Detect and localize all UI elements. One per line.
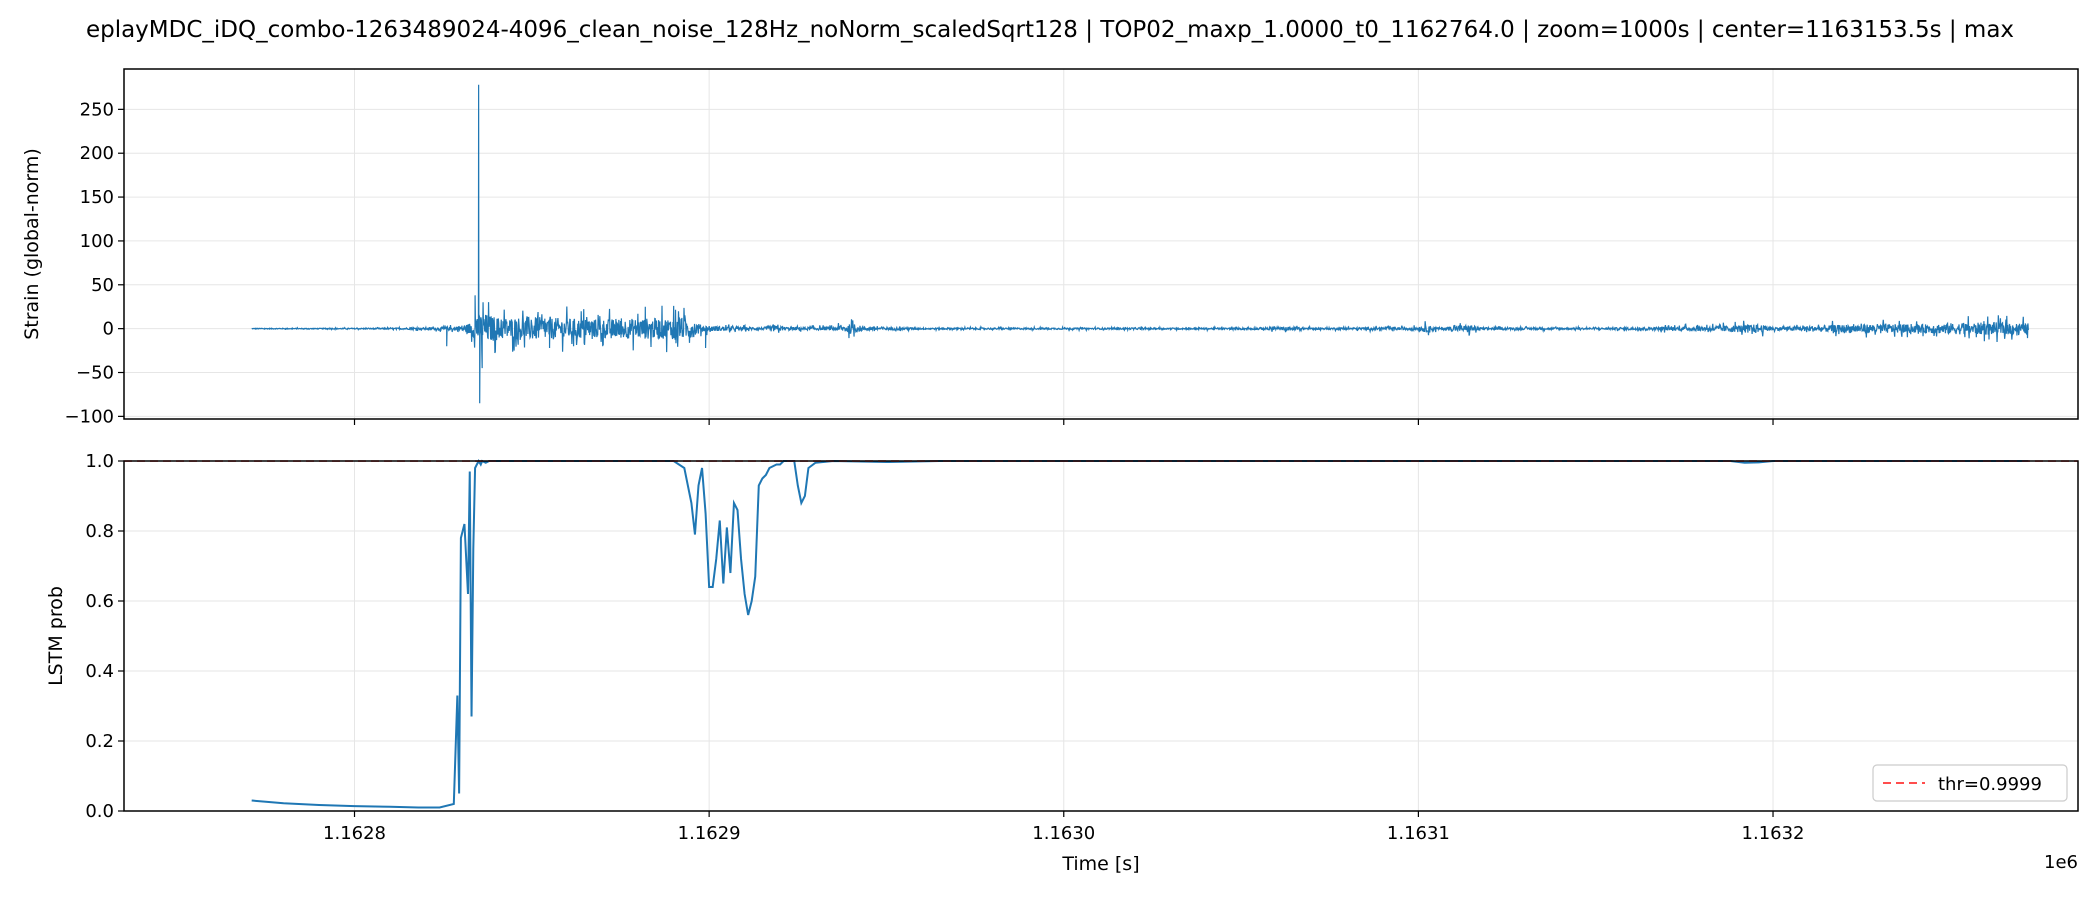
lstm-y-axis-label: LSTM prob [45,586,67,686]
legend-box [1872,764,2068,802]
strain-grid [124,69,2078,419]
strain-axes-frame [123,68,2079,420]
strain-y-tick-label: 100 [80,231,114,252]
strain-y-tick-label: 0 [103,319,114,340]
x-tick-label: 1.1632 [1742,823,1805,844]
strain-series-line [251,84,2029,404]
lstm-axes-frame [123,460,2079,812]
strain-y-tick-label: −50 [76,363,114,384]
strain-y-tick-label: 200 [80,143,114,164]
legend-threshold-label: thr=0.9999 [1938,774,2042,795]
x-offset-text: 1e6 [2044,852,2078,873]
lstm-y-tick-label: 1.0 [85,451,114,472]
x-tick-label: 1.1628 [323,823,386,844]
figure-title: eplayMDC_iDQ_combo-1263489024-4096_clean… [86,17,2014,43]
x-tick-label: 1.1630 [1032,823,1095,844]
lstm-prob-line [251,458,2029,809]
strain-y-tick-label: 50 [91,275,114,296]
lstm-panel: 1.1628 1.1629 1.1630 1.1631 1.1632 0.0 0.2 0.4 0… [45,451,2079,875]
x-tick-label: 1.1629 [678,823,741,844]
lstm-y-tick-label: 0.2 [85,731,114,752]
strain-y-tick-label: 150 [80,187,114,208]
strain-y-tick-label: 250 [80,99,114,120]
lstm-y-tick-label: 0.6 [85,591,114,612]
legend: thr=0.9999 [1872,764,2068,802]
x-axis-label: Time [s] [1061,853,1139,875]
lstm-y-tick-label: 0.4 [85,661,114,682]
x-tick-label: 1.1631 [1387,823,1450,844]
lstm-y-tick-label: 0.0 [85,801,114,822]
strain-panel: −100 −50 0 50 100 150 200 250 Strain (global-no… [21,68,2079,427]
strain-ticks: −100 −50 0 50 100 150 200 250 [65,99,1774,427]
lstm-y-tick-label: 0.8 [85,521,114,542]
strain-y-axis-label: Strain (global-norm) [21,148,43,340]
lstm-ticks: 1.1628 1.1629 1.1630 1.1631 1.1632 0.0 0.2 0.4 0… [85,451,1804,844]
strain-y-tick-label: −100 [65,406,114,427]
